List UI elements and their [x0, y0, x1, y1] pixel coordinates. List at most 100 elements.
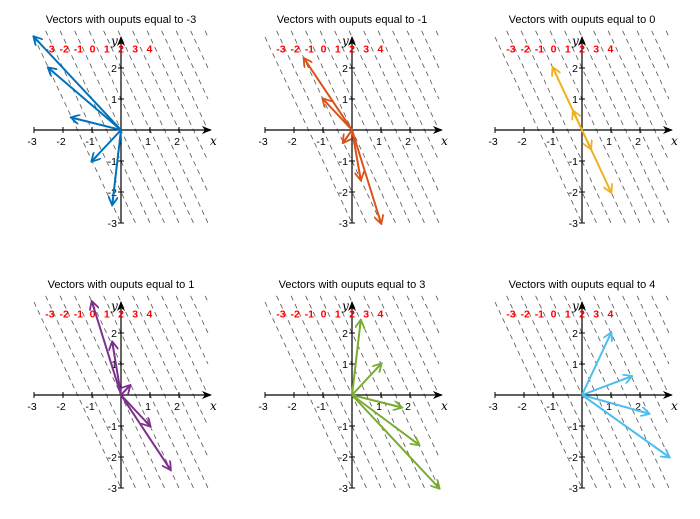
level-line: [607, 295, 670, 427]
level-line: [74, 30, 165, 224]
level-label: -3: [506, 44, 515, 56]
level-label: 3: [593, 44, 599, 56]
vector-arrow: [351, 321, 361, 396]
x-tick-label: 1: [606, 401, 612, 413]
x-tick-label: -3: [258, 136, 267, 148]
x-axis-label: x: [441, 134, 448, 148]
x-tick-label: 2: [405, 401, 411, 413]
level-line: [377, 30, 440, 162]
subplot-title: Vectors with ouputs equal to 3: [279, 279, 426, 291]
level-line: [435, 30, 440, 38]
y-axis-label: y: [341, 299, 349, 313]
level-label: -2: [520, 309, 529, 321]
level-label: -1: [305, 309, 314, 321]
level-line: [593, 295, 670, 458]
level-label: 3: [593, 309, 599, 321]
level-line: [622, 30, 670, 131]
y-tick-label: -1: [569, 156, 578, 168]
level-line: [421, 30, 440, 69]
level-line: [45, 295, 136, 489]
x-tick-label: -3: [488, 401, 497, 413]
level-line: [348, 295, 440, 489]
subplot-title: Vectors with ouputs equal to 0: [509, 14, 656, 26]
y-tick-label: -3: [339, 218, 348, 230]
level-line: [146, 30, 209, 162]
vector-arrow: [343, 129, 353, 142]
level-line: [161, 30, 209, 131]
vector-arrow: [120, 386, 130, 396]
x-tick-label: -1: [85, 401, 94, 413]
subplot-5: Vectors with ouputs equal to 4-3 -2 -1 1 221…: [488, 279, 678, 495]
x-tick-label: -3: [488, 136, 497, 148]
subplot-title: Vectors with ouputs equal to 4: [509, 279, 656, 291]
vector-arrow: [112, 129, 122, 204]
x-tick-label: -1: [316, 136, 325, 148]
vector-arrow: [581, 394, 669, 457]
level-label: 2: [118, 44, 124, 56]
level-label: -1: [305, 44, 314, 56]
level-label: 2: [579, 44, 585, 56]
vector-arrow: [351, 129, 361, 180]
vector-arrow: [351, 394, 439, 488]
level-label: -1: [74, 309, 83, 321]
y-tick-label: 2: [572, 328, 578, 340]
vector-arrow: [323, 99, 353, 131]
y-tick-label: 1: [342, 359, 348, 371]
level-label: 4: [607, 309, 613, 321]
vector-arrow: [351, 394, 419, 445]
x-tick-label: 1: [145, 401, 151, 413]
level-line: [305, 295, 396, 489]
level-line: [146, 295, 209, 427]
x-tick-label: -1: [85, 136, 94, 148]
level-label: -3: [45, 44, 54, 56]
level-line: [622, 295, 670, 396]
y-axis-label: y: [571, 34, 579, 48]
x-tick-label: 1: [376, 401, 382, 413]
level-label: -3: [45, 309, 54, 321]
vector-arrow: [34, 37, 122, 131]
level-line: [651, 30, 670, 69]
level-line: [506, 30, 597, 224]
y-axis-label: y: [571, 299, 579, 313]
x-axis-label: x: [671, 134, 678, 148]
subplot-2: Vectors with ouputs equal to 0-3 -2 -1 1 221…: [488, 14, 678, 230]
x-axis-label: x: [210, 134, 217, 148]
x-tick-label: 1: [376, 136, 382, 148]
level-line: [363, 30, 440, 193]
x-tick-label: 2: [174, 136, 180, 148]
level-label: 4: [146, 44, 152, 56]
vector-arrow: [581, 376, 631, 396]
x-tick-label: -2: [56, 401, 65, 413]
y-tick-label: -3: [108, 483, 117, 495]
level-label: 4: [146, 309, 152, 321]
level-label: 2: [349, 44, 355, 56]
y-tick-label: 2: [342, 63, 348, 75]
x-tick-label: -1: [546, 136, 555, 148]
level-line: [88, 30, 180, 224]
x-tick-label: 2: [635, 401, 641, 413]
y-tick-label: -3: [569, 218, 578, 230]
level-label: 1: [104, 44, 110, 56]
level-line: [435, 295, 440, 303]
y-tick-label: -1: [339, 156, 348, 168]
x-tick-label: 2: [405, 136, 411, 148]
level-label: 4: [377, 44, 383, 56]
vector-arrow: [351, 364, 381, 396]
level-line: [45, 30, 136, 224]
level-label: 1: [565, 44, 571, 56]
subplot-0: Vectors with ouputs equal to -3-3 -2 -1 1 22…: [27, 14, 217, 230]
level-line: [665, 30, 670, 38]
level-label: 0: [551, 44, 557, 56]
y-axis-label: y: [341, 34, 349, 48]
level-line: [117, 30, 209, 224]
vector-arrow: [72, 118, 122, 131]
level-label: -3: [506, 309, 515, 321]
level-label: 1: [335, 44, 341, 56]
level-label: 0: [90, 309, 96, 321]
level-line: [319, 295, 411, 489]
level-label: 1: [565, 309, 571, 321]
level-line: [607, 30, 670, 162]
level-line: [348, 30, 440, 224]
level-label: 1: [335, 309, 341, 321]
level-line: [175, 30, 209, 100]
